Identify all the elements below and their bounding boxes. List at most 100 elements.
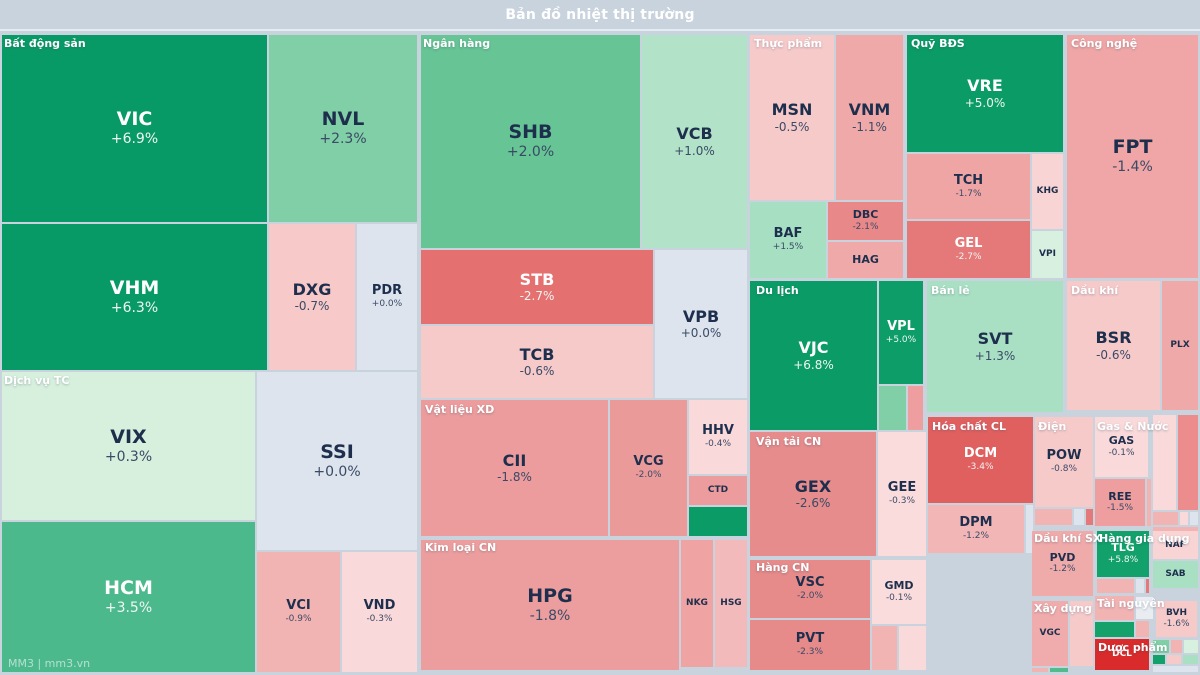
tile-HPG[interactable]: HPG -1.8% [421, 540, 679, 670]
tile[interactable] [899, 626, 926, 670]
tile-BSR[interactable]: BSR -0.6% [1067, 281, 1160, 410]
tile[interactable] [1095, 596, 1134, 620]
change-label: +2.0% [506, 144, 555, 161]
tile-DBC[interactable]: DBC -2.1% [828, 202, 903, 240]
tile[interactable] [1026, 505, 1033, 553]
tile-HAG[interactable]: HAG [828, 242, 903, 278]
tile[interactable] [1171, 640, 1182, 653]
tile-NVL[interactable]: NVL +2.3% [269, 35, 417, 222]
tile-BVH[interactable]: BVH -1.6% [1156, 601, 1197, 637]
change-label: -1.4% [1112, 159, 1153, 176]
tile-KHG[interactable]: KHG [1032, 154, 1063, 229]
ticker-label: VRE [967, 76, 1003, 96]
tile[interactable] [1190, 512, 1198, 525]
tile[interactable] [879, 386, 906, 430]
tile-SHB[interactable]: SHB +2.0% [421, 35, 640, 248]
tile-PVT[interactable]: PVT -2.3% [750, 620, 870, 670]
tile[interactable] [1153, 512, 1178, 525]
tile-VHM[interactable]: VHM +6.3% [2, 224, 267, 370]
tile-GEX[interactable]: GEX -2.6% [750, 432, 876, 556]
tile-DXG[interactable]: DXG -0.7% [269, 224, 355, 370]
tile-MSN[interactable]: MSN -0.5% [750, 35, 834, 200]
tile-SSI[interactable]: SSI +0.0% [257, 372, 417, 550]
tile-HHV[interactable]: HHV -0.4% [689, 400, 747, 474]
tile[interactable] [1136, 597, 1153, 619]
tile-VPB[interactable]: VPB +0.0% [655, 250, 747, 398]
tile[interactable] [1183, 655, 1198, 664]
tile-PDR[interactable]: PDR +0.0% [357, 224, 417, 370]
tile[interactable] [1032, 668, 1048, 672]
ticker-label: TCB [519, 344, 555, 364]
change-label: -0.9% [285, 614, 312, 625]
tile-TCB[interactable]: TCB -0.6% [421, 326, 653, 398]
tile-NKG[interactable]: NKG [681, 540, 713, 667]
tile-VND[interactable]: VND -0.3% [342, 552, 417, 672]
tile-DCM[interactable]: DCM -3.4% [928, 417, 1033, 503]
tile-NAF[interactable]: NAF [1153, 531, 1198, 559]
tile-STB[interactable]: STB -2.7% [421, 250, 653, 324]
tile-PVD[interactable]: PVD -1.2% [1032, 531, 1093, 596]
tile-CTD[interactable]: CTD [689, 476, 747, 505]
tile-VIX[interactable]: VIX +0.3% [2, 372, 255, 520]
tile-SAB[interactable]: SAB [1153, 561, 1198, 588]
tile[interactable] [1167, 655, 1181, 664]
tile[interactable] [1153, 666, 1198, 672]
tile[interactable] [1050, 668, 1068, 672]
ticker-label: GAS [1108, 434, 1135, 448]
tile-SVT[interactable]: SVT +1.3% [927, 281, 1063, 412]
ticker-label: NVL [321, 108, 365, 131]
tile-HSG[interactable]: HSG [715, 540, 747, 667]
tile-GAS[interactable]: GAS -0.1% [1095, 417, 1148, 477]
tile[interactable] [1074, 509, 1084, 525]
tile[interactable] [1184, 640, 1198, 653]
ticker-label: VIX [110, 425, 147, 448]
tile-BAF[interactable]: BAF +1.5% [750, 202, 826, 278]
tile-TLG[interactable]: TLG +5.8% [1097, 531, 1149, 577]
tile[interactable] [1153, 655, 1165, 664]
tile-DCL[interactable]: DCL [1095, 639, 1149, 670]
tile-VIC[interactable]: VIC +6.9% [2, 35, 267, 222]
change-label: +1.3% [974, 348, 1016, 363]
tile-VCI[interactable]: VCI -0.9% [257, 552, 340, 672]
ticker-label: DPM [959, 515, 993, 531]
tile-GMD[interactable]: GMD -0.1% [872, 560, 926, 624]
tile[interactable] [1086, 509, 1093, 525]
tile-POW[interactable]: POW -0.8% [1035, 417, 1093, 507]
tile-HCM[interactable]: HCM +3.5% [2, 522, 255, 672]
tile[interactable] [908, 386, 923, 430]
tile-VCB[interactable]: VCB +1.0% [642, 35, 747, 248]
title-bar: Bản đồ nhiệt thị trường [0, 0, 1200, 31]
tile-VPI[interactable]: VPI [1032, 231, 1063, 278]
tile-VJC[interactable]: VJC +6.8% [750, 281, 877, 430]
tile[interactable] [1035, 509, 1072, 525]
tile-PLX[interactable]: PLX [1162, 281, 1198, 410]
tile[interactable] [1136, 579, 1144, 593]
tile-VGC[interactable]: VGC [1032, 601, 1068, 666]
tile[interactable] [1095, 622, 1134, 637]
tile-VNM[interactable]: VNM -1.1% [836, 35, 903, 200]
tile-VSC[interactable]: VSC -2.0% [750, 560, 870, 618]
tile[interactable] [1070, 601, 1093, 666]
tile[interactable] [1097, 579, 1134, 593]
tile[interactable] [1136, 621, 1149, 637]
tile-TCH[interactable]: TCH -1.7% [907, 154, 1030, 219]
ticker-label: REE [1108, 489, 1132, 503]
tile-FPT[interactable]: FPT -1.4% [1067, 35, 1198, 278]
tile[interactable] [1180, 512, 1188, 525]
tile[interactable] [1147, 479, 1151, 526]
tile-GEE[interactable]: GEE -0.3% [878, 432, 926, 556]
tile[interactable] [1153, 640, 1169, 653]
tile[interactable] [872, 626, 897, 670]
tile[interactable] [1178, 415, 1198, 510]
tile-VCG[interactable]: VCG -2.0% [610, 400, 687, 536]
tile-GEL[interactable]: GEL -2.7% [907, 221, 1030, 278]
tile[interactable] [689, 507, 747, 536]
tile-VRE[interactable]: VRE +5.0% [907, 35, 1063, 152]
tile-REE[interactable]: REE -1.5% [1095, 479, 1145, 526]
tile-VPL[interactable]: VPL +5.0% [879, 281, 923, 384]
tile-DPM[interactable]: DPM -1.2% [928, 505, 1024, 553]
tile-CII[interactable]: CII -1.8% [421, 400, 608, 536]
change-label: -0.7% [294, 299, 330, 313]
tile[interactable] [1153, 415, 1176, 510]
tile[interactable] [1146, 579, 1149, 593]
